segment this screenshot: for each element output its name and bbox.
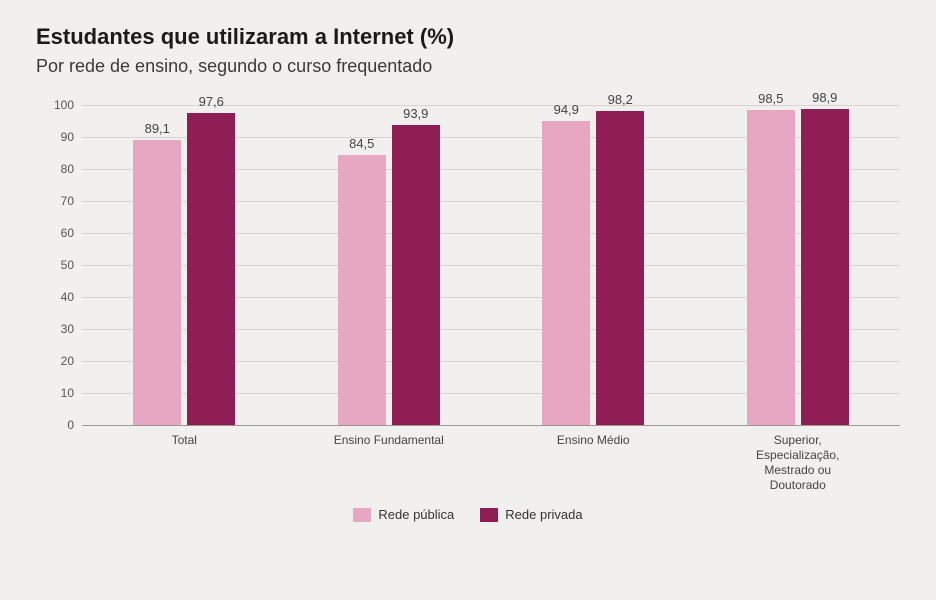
bar-value-label: 98,9	[812, 90, 837, 105]
legend-swatch	[480, 508, 498, 522]
bar-value-label: 94,9	[554, 102, 579, 117]
y-tick-label: 10	[61, 386, 74, 400]
x-axis-label: Ensino Fundamental	[287, 433, 492, 493]
bar-value-label: 98,2	[608, 92, 633, 107]
y-tick-label: 0	[67, 418, 74, 432]
bar-value-label: 84,5	[349, 136, 374, 151]
legend-label: Rede pública	[378, 507, 454, 522]
bar-groups: 89,197,684,593,994,998,298,598,9	[82, 105, 900, 425]
chart-area: 0102030405060708090100 89,197,684,593,99…	[36, 105, 900, 425]
bar: 89,1	[133, 140, 181, 425]
bar-value-label: 98,5	[758, 91, 783, 106]
y-axis: 0102030405060708090100	[36, 105, 82, 425]
y-tick-label: 30	[61, 322, 74, 336]
bar: 97,6	[187, 113, 235, 425]
bar-group: 89,197,6	[82, 105, 287, 425]
bar: 93,9	[392, 125, 440, 425]
y-tick-label: 20	[61, 354, 74, 368]
y-tick-label: 40	[61, 290, 74, 304]
bar: 98,2	[596, 111, 644, 425]
x-axis-label: Total	[82, 433, 287, 493]
legend-item: Rede privada	[480, 507, 582, 522]
chart-subtitle: Por rede de ensino, segundo o curso freq…	[36, 56, 900, 77]
y-tick-label: 60	[61, 226, 74, 240]
x-axis-label: Superior,Especialização,Mestrado ouDouto…	[696, 433, 901, 493]
bar: 98,5	[747, 110, 795, 425]
legend-label: Rede privada	[505, 507, 582, 522]
bar-value-label: 93,9	[403, 106, 428, 121]
y-tick-label: 90	[61, 130, 74, 144]
legend-item: Rede pública	[353, 507, 454, 522]
bar: 84,5	[338, 155, 386, 425]
legend-swatch	[353, 508, 371, 522]
chart-title: Estudantes que utilizaram a Internet (%)	[36, 24, 900, 50]
legend: Rede pública Rede privada	[36, 507, 900, 522]
bar-group: 84,593,9	[287, 105, 492, 425]
bar-value-label: 97,6	[199, 94, 224, 109]
plot-area: 89,197,684,593,994,998,298,598,9	[82, 105, 900, 425]
x-axis-labels: TotalEnsino FundamentalEnsino MédioSuper…	[82, 433, 900, 493]
y-tick-label: 80	[61, 162, 74, 176]
x-axis-label: Ensino Médio	[491, 433, 696, 493]
bar-group: 98,598,9	[696, 105, 901, 425]
y-tick-label: 70	[61, 194, 74, 208]
gridline	[82, 425, 900, 426]
bar-value-label: 89,1	[145, 121, 170, 136]
y-tick-label: 50	[61, 258, 74, 272]
bar: 94,9	[542, 121, 590, 425]
y-tick-label: 100	[54, 98, 74, 112]
bar: 98,9	[801, 109, 849, 425]
bar-group: 94,998,2	[491, 105, 696, 425]
